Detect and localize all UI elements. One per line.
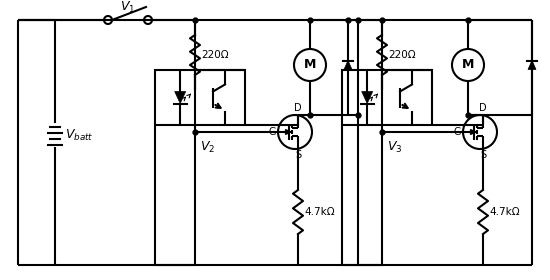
Polygon shape (344, 60, 352, 69)
Polygon shape (175, 92, 186, 104)
Text: G: G (268, 127, 276, 137)
Polygon shape (362, 92, 373, 104)
Text: D: D (294, 103, 302, 113)
Text: S: S (480, 150, 486, 160)
Text: $V_3$: $V_3$ (387, 140, 403, 155)
Text: G: G (454, 127, 461, 137)
Text: 220Ω: 220Ω (388, 50, 416, 60)
Bar (342, 70, 432, 125)
Text: M: M (304, 59, 316, 71)
Text: D: D (479, 103, 487, 113)
Polygon shape (528, 60, 536, 69)
Text: 4.7kΩ: 4.7kΩ (489, 207, 520, 217)
Text: 220Ω: 220Ω (201, 50, 229, 60)
Text: M: M (462, 59, 474, 71)
Text: $V_{batt}$: $V_{batt}$ (65, 127, 94, 143)
Bar (155, 70, 245, 125)
Text: $V_2$: $V_2$ (200, 140, 215, 155)
Text: $V_1$: $V_1$ (120, 0, 135, 15)
Text: 4.7kΩ: 4.7kΩ (304, 207, 334, 217)
Text: S: S (295, 150, 301, 160)
